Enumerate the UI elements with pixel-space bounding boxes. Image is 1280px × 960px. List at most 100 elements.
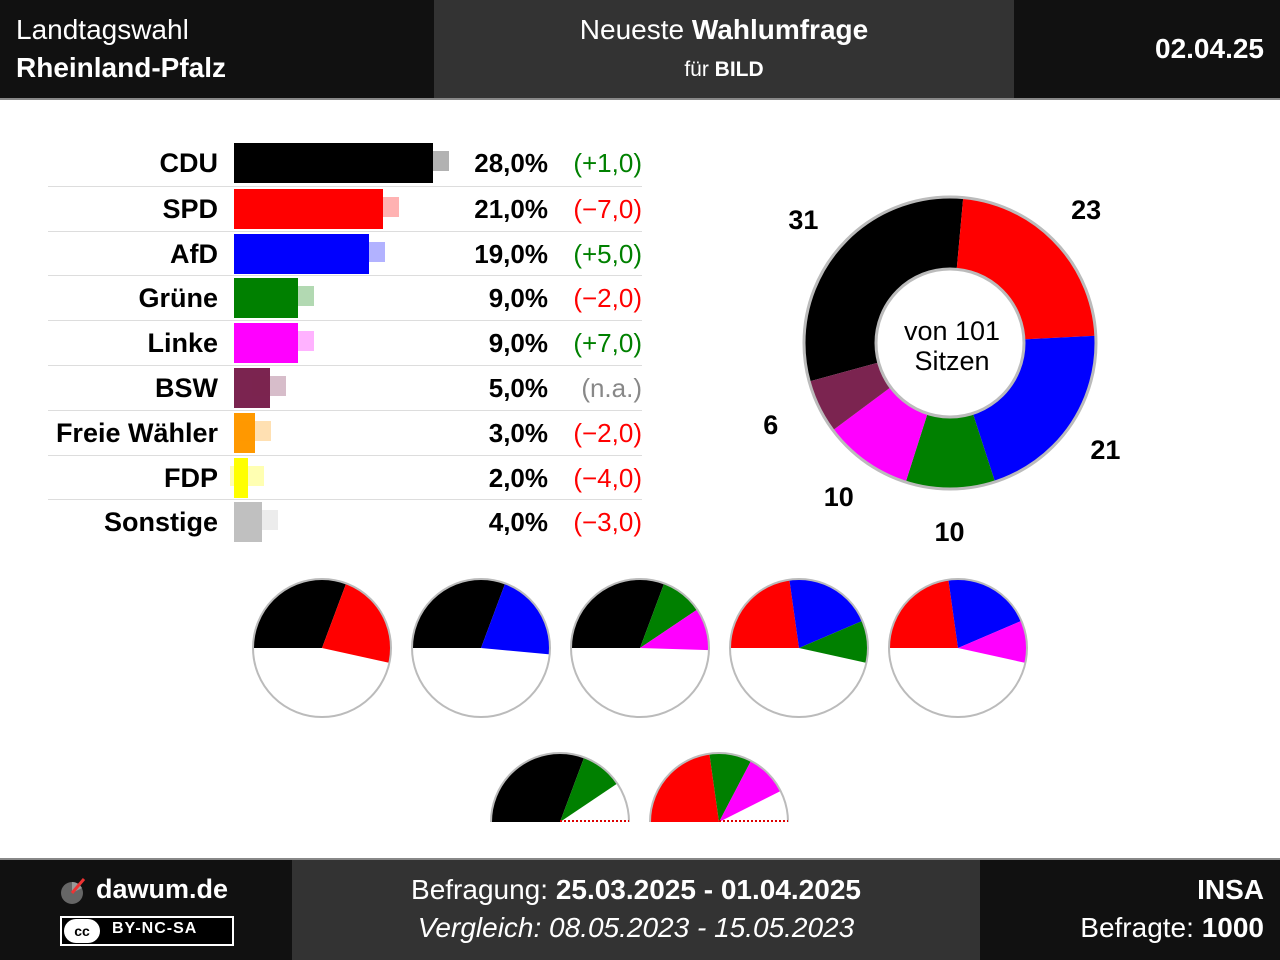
page-title: Neueste Wahlumfrage <box>434 14 1014 46</box>
vote-share: 5,0% <box>488 373 548 403</box>
result-bar-gruene <box>234 278 298 319</box>
donut-slice-spd <box>956 197 1096 340</box>
survey-label: Befragung: <box>411 874 549 905</box>
coalition-slice-linke <box>719 760 781 822</box>
vote-change: (−7,0) <box>573 193 642 224</box>
result-row-gruene: Grüne 9,0% (−2,0) <box>48 275 642 320</box>
vote-share: 21,0% <box>474 193 548 224</box>
result-bar-bsw <box>234 368 270 408</box>
coalition-slice-spd <box>730 579 799 648</box>
vote-share: 2,0% <box>488 462 548 493</box>
donut-slice-afd <box>972 335 1096 482</box>
client-name: BILD <box>714 58 764 81</box>
header: Landtagswahl Rheinland-Pfalz Neueste Wah… <box>0 0 1280 98</box>
party-name: Sonstige <box>103 507 218 538</box>
client-line: für BILD <box>434 58 1014 82</box>
survey-dates: 25.03.2025 - 01.04.2025 <box>555 874 861 905</box>
donut-center-line1: von 101 <box>903 316 1001 346</box>
seat-count-bsw: 6 <box>763 410 779 441</box>
coalition-chart-spd-gruene-linke <box>649 752 789 823</box>
result-row-linke: Linke 9,0% (+7,0) <box>48 320 642 365</box>
seat-distribution-donut <box>802 195 1098 491</box>
license-text: BY-NC-SA <box>112 920 198 937</box>
vote-change: (+5,0) <box>573 238 642 269</box>
coalition-outline <box>729 578 869 718</box>
footer-period-panel: Befragung: 25.03.2025 - 01.04.2025 Vergl… <box>292 860 980 960</box>
survey-period: Befragung: 25.03.2025 - 01.04.2025 <box>292 874 980 906</box>
donut-center-line2: Sitzen <box>914 346 990 376</box>
coalition-slice-cdu <box>412 579 506 648</box>
result-bar-freie-waehler <box>234 412 256 453</box>
coalition-slice-afd <box>481 583 550 655</box>
coalition-slice-gruene <box>560 757 618 822</box>
footer-divider <box>0 858 1280 860</box>
vote-share: 3,0% <box>488 417 548 448</box>
seat-count-cdu: 31 <box>788 205 819 235</box>
donut-slice-gruene <box>905 413 996 490</box>
title-prefix: Neueste <box>579 14 685 45</box>
coalition-slice-linke <box>958 620 1027 663</box>
vote-share: 19,0% <box>474 238 548 269</box>
license-badge[interactable]: cc BY-NC-SA <box>60 916 234 946</box>
coalition-outline <box>570 578 710 718</box>
coalition-chart-cdu-spd <box>252 578 392 718</box>
previous-value-marker <box>279 331 314 352</box>
coalition-chart-cdu-afd <box>411 578 551 718</box>
result-row-spd: SPD 21,0% (−7,0) <box>48 185 642 231</box>
coalition-slice-cdu <box>571 579 665 648</box>
result-row-freie-waehler: Freie Wähler 3,0% (−2,0) <box>48 409 642 455</box>
coalition-slice-spd <box>889 579 958 648</box>
coalition-slice-cdu <box>491 753 585 822</box>
vote-change: (−2,0) <box>573 417 642 448</box>
result-bar-cdu <box>234 143 433 183</box>
coalition-outline <box>490 752 630 823</box>
coalition-slice-cdu <box>253 579 347 648</box>
coalition-slice-gruene <box>799 620 868 663</box>
seat-count-linke: 10 <box>823 481 854 512</box>
vote-change: (n.a.) <box>581 373 642 403</box>
site-link[interactable]: dawum.de <box>96 874 229 904</box>
footer-institute-panel: INSA Befragte: 1000 <box>980 860 1280 960</box>
result-row-fdp: FDP 2,0% (−4,0) <box>48 454 642 500</box>
seat-count-afd: 21 <box>1090 434 1121 465</box>
dawum-logo-icon <box>61 878 86 904</box>
comparison-period: Vergleich: 08.05.2023 - 15.05.2023 <box>417 912 855 943</box>
election-type: Landtagswahl <box>16 14 189 45</box>
region-name: Rheinland-Pfalz <box>16 52 227 83</box>
donut-slice-bsw <box>809 362 891 431</box>
result-bar-afd <box>234 233 369 274</box>
result-bar-spd <box>234 188 384 229</box>
title-main: Wahlumfrage <box>691 14 869 45</box>
previous-value-marker <box>365 196 400 217</box>
previous-value-marker <box>279 286 314 307</box>
publish-date: 02.04.25 <box>1155 33 1264 64</box>
previous-value-marker <box>237 420 272 441</box>
vote-change: (−4,0) <box>573 462 642 493</box>
party-name: SPD <box>162 193 218 224</box>
party-name: Freie Wähler <box>55 417 218 448</box>
header-region-panel: Landtagswahl Rheinland-Pfalz <box>0 0 434 98</box>
result-bar-linke <box>234 323 298 364</box>
coalition-chart-cdu-gruene <box>490 752 630 823</box>
vote-change: (−2,0) <box>573 283 642 314</box>
party-name: CDU <box>159 148 219 178</box>
coalition-outline <box>411 578 551 718</box>
footer-brand-panel: dawum.de cc BY-NC-SA <box>0 860 292 960</box>
donut-slice-linke <box>832 387 928 483</box>
previous-value-marker <box>414 151 449 171</box>
seat-count-gruene: 10 <box>934 516 965 547</box>
vote-share: 28,0% <box>474 148 548 178</box>
coalition-outline <box>888 578 1028 718</box>
coalition-chart-cdu-gruene-linke <box>570 578 710 718</box>
party-name: FDP <box>164 462 218 493</box>
seat-count-spd: 23 <box>1071 195 1102 226</box>
coalition-slice-gruene <box>709 753 751 822</box>
result-row-afd: AfD 19,0% (+5,0) <box>48 230 642 276</box>
previous-value-marker <box>350 241 385 262</box>
cc-icon: cc <box>64 919 100 943</box>
vote-share: 9,0% <box>488 283 548 314</box>
coalition-slice-spd <box>650 753 719 822</box>
coalition-chart-spd-afd-linke <box>888 578 1028 718</box>
coalition-outline <box>252 578 392 718</box>
previous-value-marker <box>251 376 286 396</box>
